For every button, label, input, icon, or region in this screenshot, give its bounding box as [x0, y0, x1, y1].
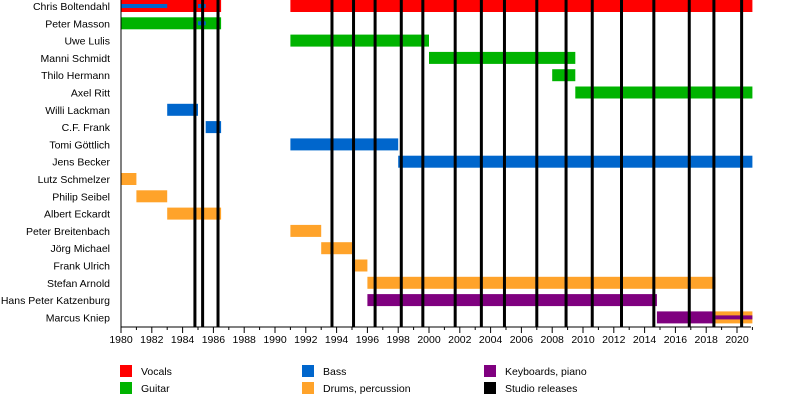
member-label: Manni Schmidt	[41, 53, 111, 65]
member-label: C.F. Frank	[62, 122, 111, 134]
legend-label-drums: Drums, percussion	[323, 383, 411, 395]
bar-drums	[352, 259, 368, 272]
member-label: Jörg Michael	[50, 243, 110, 255]
bar-guitar	[121, 17, 222, 30]
bar-drums	[290, 224, 322, 237]
inner-bar-bass	[121, 4, 168, 8]
bar-vocals	[290, 0, 753, 12]
member-label: Peter Breitenbach	[26, 226, 110, 238]
legend-swatch-vocals	[120, 365, 132, 377]
bar-drums	[121, 173, 137, 185]
x-tick-label: 1996	[356, 334, 380, 346]
x-tick-label: 2004	[479, 334, 503, 346]
x-tick-label: 2002	[448, 334, 472, 346]
member-label: Chris Boltendahl	[33, 1, 110, 13]
legend-label-bass: Bass	[323, 366, 346, 378]
member-label: Albert Eckardt	[44, 209, 110, 221]
member-label: Peter Masson	[45, 18, 110, 30]
x-tick-label: 2016	[664, 334, 688, 346]
x-tick-label: 1994	[325, 334, 349, 346]
bar-guitar	[575, 86, 753, 99]
bar-bass	[398, 155, 753, 168]
member-label: Frank Ulrich	[53, 261, 110, 273]
member-label: Philip Seibel	[52, 191, 110, 203]
legend-swatch-guitar	[120, 382, 132, 394]
member-label: Axel Ritt	[71, 88, 110, 100]
member-label: Stefan Arnold	[47, 278, 110, 290]
inner-bar-keys	[715, 315, 753, 320]
x-tick-label: 1998	[387, 334, 411, 346]
member-label: Marcus Kniep	[46, 312, 110, 324]
bar-drums	[136, 190, 168, 203]
member-label: Uwe Lulis	[64, 36, 110, 48]
x-tick-label: 2014	[633, 334, 657, 346]
member-label: Jens Becker	[52, 157, 110, 169]
x-tick-label: 2008	[541, 334, 565, 346]
x-tick-label: 2010	[571, 334, 595, 346]
member-label: Tomi Göttlich	[49, 139, 110, 151]
x-tick-label: 1988	[233, 334, 257, 346]
legend-swatch-drums	[302, 382, 314, 394]
bar-guitar	[552, 69, 576, 82]
bar-drums	[321, 242, 352, 255]
bar-bass	[167, 103, 198, 116]
x-tick-label: 1980	[109, 334, 133, 346]
x-tick-label: 1984	[171, 334, 195, 346]
bar-guitar	[290, 34, 429, 47]
member-label: Thilo Hermann	[41, 70, 110, 82]
x-tick-label: 1990	[263, 334, 287, 346]
bar-keys	[656, 311, 716, 324]
x-tick-label: 2012	[602, 334, 626, 346]
member-label: Lutz Schmelzer	[38, 174, 111, 186]
legend-label-keys: Keyboards, piano	[505, 366, 587, 378]
x-tick-label: 1992	[294, 334, 318, 346]
member-label: Hans Peter Katzenburg	[1, 295, 110, 307]
x-tick-label: 1986	[202, 334, 226, 346]
x-tick-label: 2000	[417, 334, 441, 346]
bar-keys	[367, 294, 657, 307]
x-tick-label: 1982	[140, 334, 164, 346]
x-tick-label: 2006	[510, 334, 534, 346]
bar-guitar	[429, 51, 576, 64]
legend-label-vocals: Vocals	[141, 366, 172, 378]
legend-swatch-keys	[484, 365, 496, 377]
legend-swatch-bass	[302, 365, 314, 377]
legend-swatch-studio	[484, 382, 496, 394]
legend-label-guitar: Guitar	[141, 383, 170, 395]
bar-bass	[290, 138, 399, 151]
x-tick-label: 2020	[725, 334, 749, 346]
x-tick-label: 2018	[695, 334, 719, 346]
member-label: Willi Lackman	[45, 105, 110, 117]
bar-drums	[367, 276, 716, 289]
legend-label-studio: Studio releases	[505, 383, 577, 395]
